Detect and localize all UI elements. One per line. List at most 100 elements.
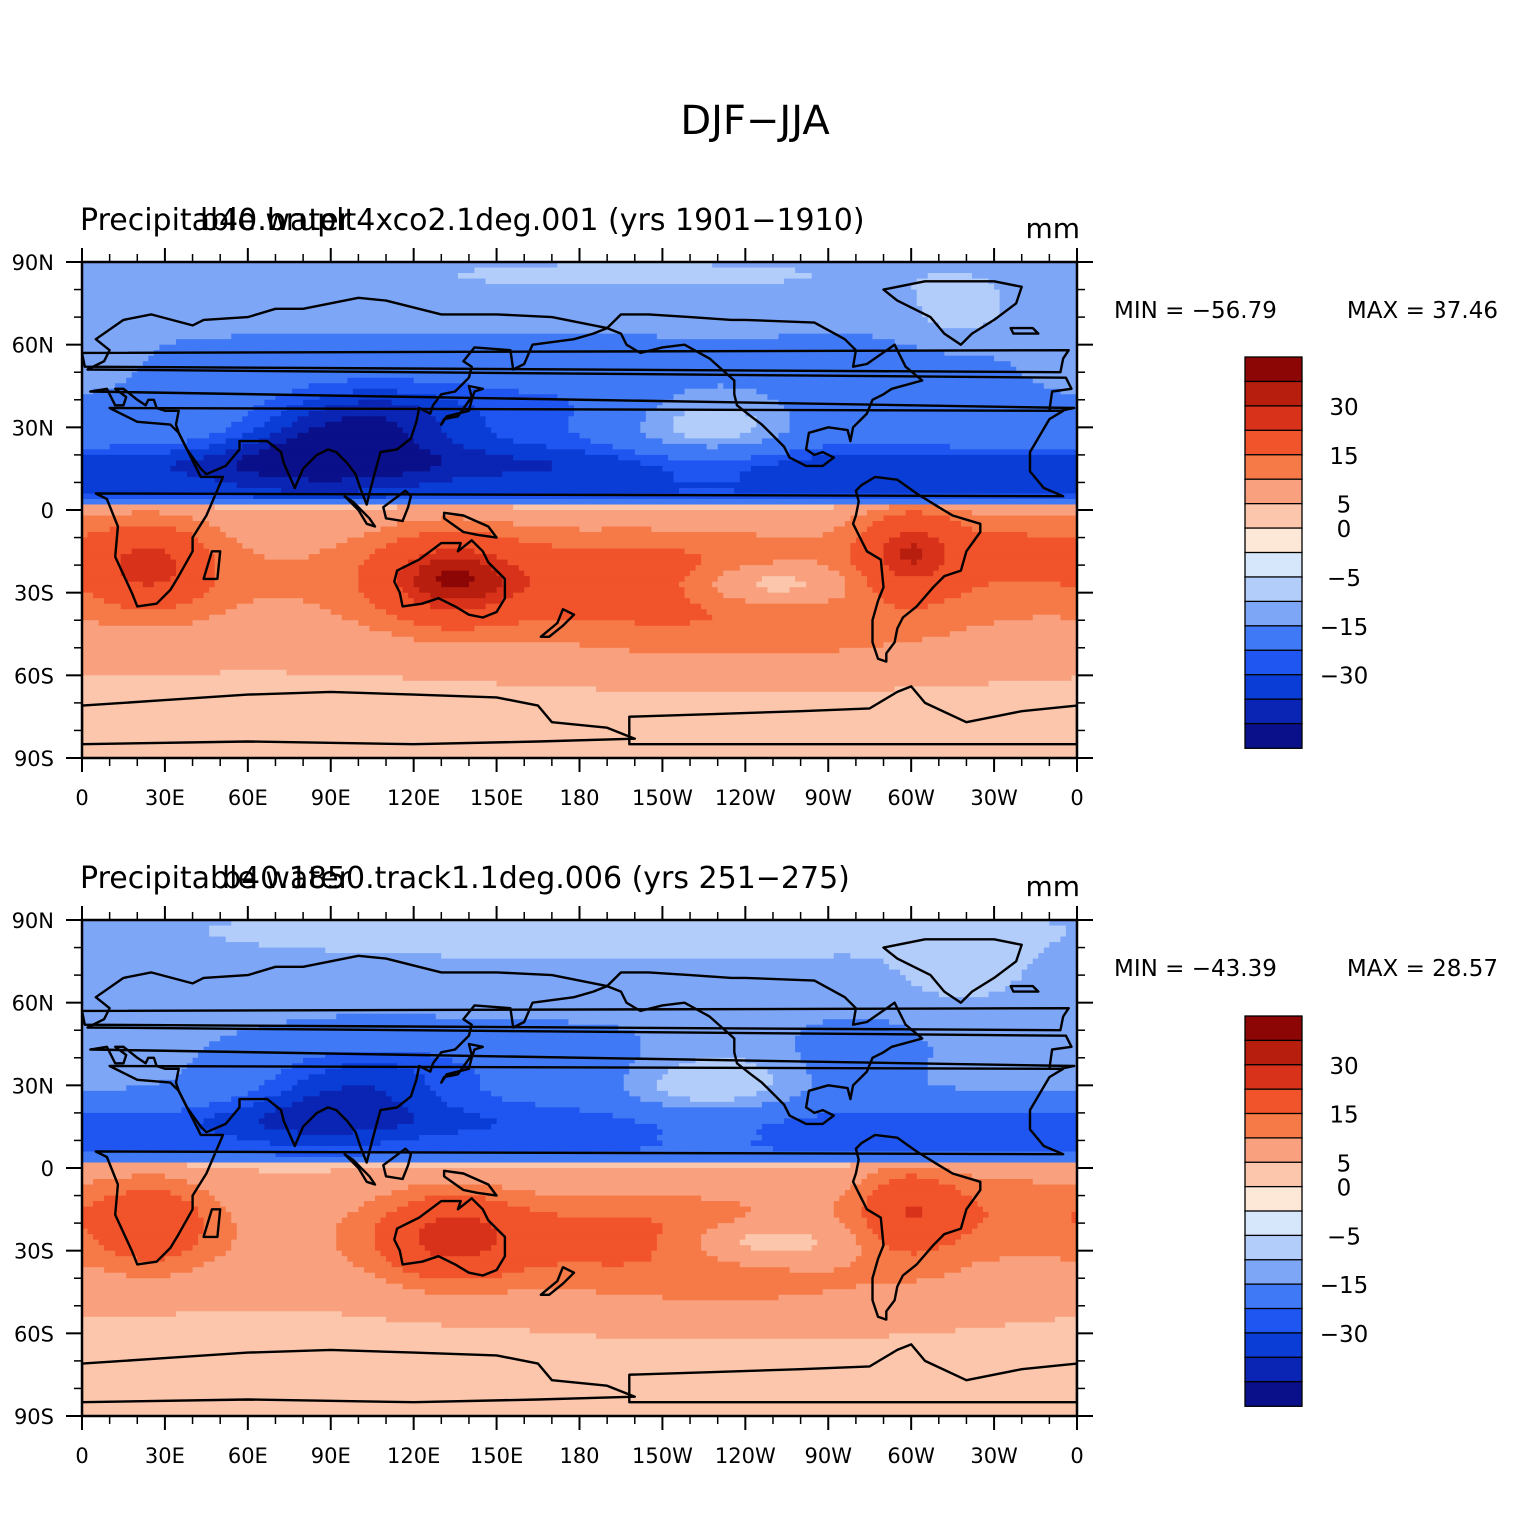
field-cell [568,399,664,406]
field-cell [369,554,420,561]
field-cell [911,980,1012,987]
field-cell [82,1217,205,1224]
field-cell [717,383,724,390]
field-cell [209,1041,641,1048]
field-cell [706,443,719,450]
field-cell [82,1250,116,1257]
colorbar-box [1244,1283,1303,1310]
field-cell [82,1289,426,1296]
x-tick-label: 120E [387,786,440,810]
field-cell [767,394,1077,401]
field-cell [1043,947,1077,954]
field-cell [480,1217,652,1224]
field-cell [507,559,702,566]
field-cell [883,598,945,605]
field-cell [712,262,1077,269]
field-cell [662,465,752,473]
field-cell [463,443,547,450]
field-cell [109,443,210,450]
field-cell [667,1068,769,1075]
field-cell [833,1206,863,1213]
field-cell [175,460,238,467]
colorbar-label: −15 [1320,615,1369,641]
field-cell [878,1234,962,1241]
field-cell [82,383,116,390]
field-cell [756,581,807,588]
field-cell [435,1090,492,1097]
field-cell [701,1245,752,1252]
field-cell [82,515,194,522]
field-cell [524,587,686,594]
field-cell [927,1057,1077,1064]
field-cell [82,1212,199,1219]
field-cell [419,1272,503,1279]
field-cell [82,942,260,949]
colorbar-box [1244,600,1303,627]
field-cell [833,504,890,511]
field-cell [341,416,387,423]
panel-1-colorbar: 30 15 50 −5 −15 −30 [1244,356,1369,749]
field-cell [922,1212,990,1219]
field-cell [413,438,453,445]
field-cell [745,410,791,417]
field-cell [175,559,216,566]
field-cell [82,570,122,577]
field-cell [347,1256,387,1263]
field-cell [220,669,288,676]
field-cell [927,273,973,280]
field-cell [336,543,387,550]
field-cell [82,647,630,654]
field-cell [701,1195,840,1202]
x-tick-label: 60W [887,786,935,810]
field-cell [778,432,1077,439]
field-cell [269,443,420,450]
field-cell [480,559,509,566]
field-cell [286,669,1077,676]
field-cell [971,1195,1077,1202]
field-cell [706,1228,851,1235]
colorbar-label: 15 [1329,444,1358,470]
coastline [442,511,498,539]
field-cell [430,603,487,610]
field-cell [866,1223,979,1230]
field-cell [1027,964,1077,971]
field-cell [441,515,465,522]
field-cell [894,686,1077,693]
field-cell [391,399,459,406]
field-cell [386,1212,558,1219]
field-cell [281,410,310,417]
field-cell [82,741,1077,748]
field-cell [264,1112,415,1119]
field-cell [551,465,664,473]
colorbar-box [1244,454,1303,481]
field-cell [82,1355,1077,1362]
field-cell [82,1101,210,1108]
field-cell [82,1283,404,1290]
field-cell [408,592,431,599]
x-tick-label: 150E [470,1444,523,1468]
field-cell [656,333,780,340]
colorbar-label: 15 [1329,1103,1358,1129]
field-cell [883,554,901,561]
field-cell [164,548,210,555]
field-cell [386,493,1077,500]
coastline [605,313,924,468]
field-cell [911,1250,918,1257]
field-cell [82,438,188,445]
y-tick-label: 30N [12,416,54,440]
field-cell [82,581,144,588]
field-cell [308,1074,426,1081]
field-cell [325,947,1045,954]
field-cell [435,1217,481,1224]
y-tick-label: 60S [14,1322,54,1346]
field-cell [104,1267,194,1274]
field-cell [999,289,1077,296]
field-cell [1060,614,1077,621]
field-cell [214,581,359,588]
field-cell [82,991,940,998]
field-cell [441,460,553,467]
field-cell [341,1085,376,1092]
field-cell [175,1311,343,1318]
field-cell [82,1190,127,1197]
field-cell [358,576,398,583]
